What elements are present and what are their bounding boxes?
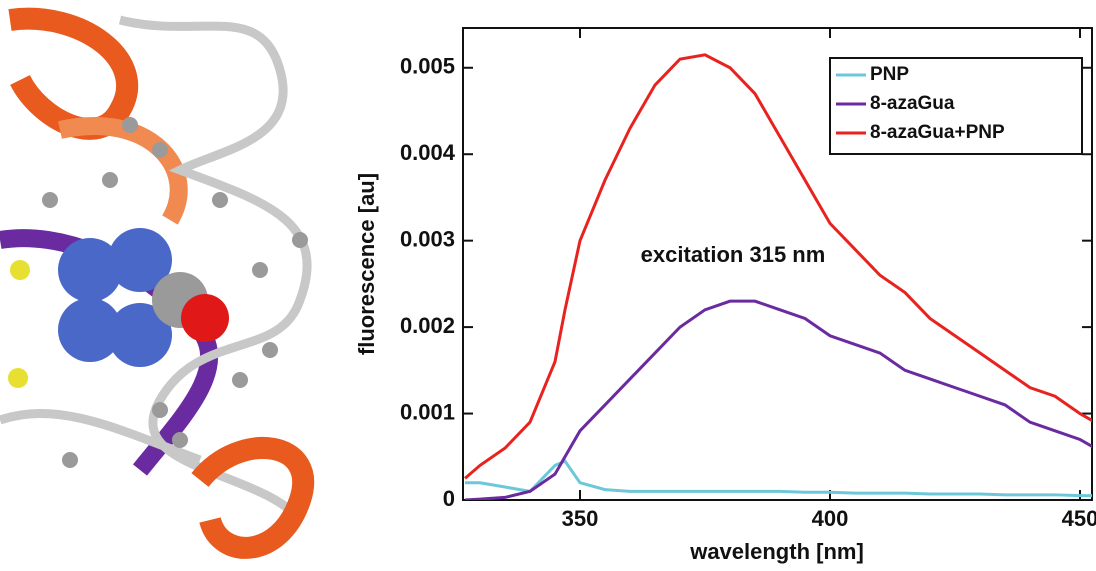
y-tick-label: 0.002 (400, 313, 455, 338)
molecule-image (0, 7, 314, 559)
atom (58, 238, 122, 302)
y-tick-label: 0.004 (400, 140, 456, 165)
atom (181, 294, 229, 342)
ribbon (58, 117, 188, 225)
atom (108, 228, 172, 292)
series-line (464, 53, 1092, 480)
legend-label: 8-azaGua+PNP (870, 122, 1005, 143)
atom (8, 368, 28, 388)
y-tick-label: 0.005 (400, 54, 455, 79)
ribbon (8, 7, 138, 140)
x-tick-label: 350 (562, 506, 599, 531)
series-line (464, 299, 1092, 500)
atom (10, 260, 30, 280)
ball-and-stick (42, 117, 308, 468)
y-tick-label: 0.001 (400, 399, 455, 424)
y-axis-label: fluorescence [au] (354, 173, 379, 355)
atom (58, 298, 122, 362)
atom (108, 303, 172, 367)
plot-frame (462, 27, 1093, 501)
coil (0, 409, 202, 465)
ribbon (191, 437, 314, 559)
x-tick-label: 400 (812, 506, 849, 531)
legend-label: 8-azaGua (870, 93, 955, 114)
y-tick-label: 0.003 (400, 226, 455, 251)
annotation: excitation 315 nm (641, 242, 826, 267)
legend-box (829, 57, 1083, 155)
x-axis-label: wavelength [nm] (689, 539, 864, 564)
coil (118, 15, 312, 523)
y-tick-label: 0 (443, 486, 455, 511)
plot: wavelength [nm] fluorescence [au] excita… (354, 173, 864, 564)
legend-label: PNP (870, 64, 909, 85)
x-tick-label: 450 (1062, 506, 1096, 531)
